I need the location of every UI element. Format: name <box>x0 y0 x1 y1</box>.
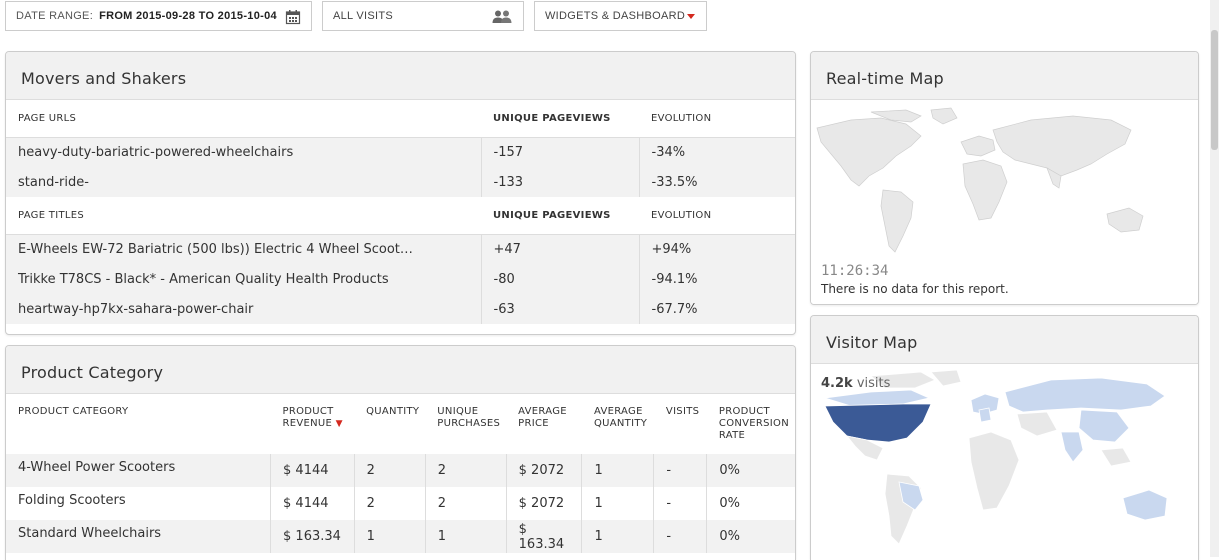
top-toolbar: DATE RANGE: FROM 2015-09-28 TO 2015-10-0… <box>0 0 1219 36</box>
cell-average-price: $ 2072 <box>505 487 582 520</box>
table-row[interactable]: heartway-hp7kx-sahara-power-chair -63 -6… <box>6 294 795 324</box>
table-row[interactable]: E-Wheels EW-72 Bariatric (500 lbs)) Elec… <box>6 234 795 264</box>
visitor-map-widget: Visitor Map 4.2k visits <box>810 315 1199 560</box>
column-unique-pageviews[interactable]: UNIQUE PAGEVIEWS <box>481 100 639 138</box>
movers-shakers-title: Movers and Shakers <box>6 52 795 100</box>
row-label: stand-ride- <box>6 167 481 197</box>
column-product-category[interactable]: PRODUCT CATEGORY <box>18 406 129 417</box>
row-label: heavy-duty-bariatric-powered-wheelchairs <box>6 137 481 167</box>
column-evolution[interactable]: EVOLUTION <box>639 197 795 235</box>
titles-header-row: PAGE TITLES UNIQUE PAGEVIEWS EVOLUTION <box>6 197 795 235</box>
row-evolution: -34% <box>638 137 795 167</box>
movers-table: PAGE URLS UNIQUE PAGEVIEWS EVOLUTION hea… <box>6 100 795 324</box>
table-row[interactable]: 4-Wheel Power Scooters $ 4144 2 2 $ 2072… <box>6 454 795 487</box>
realtime-map[interactable]: 11:26:34 There is no data for this repor… <box>811 100 1198 304</box>
row-value: -80 <box>480 264 639 294</box>
cell-unique-purchases: 2 <box>424 487 507 520</box>
cell-category: 4-Wheel Power Scooters <box>6 454 271 487</box>
realtime-clock: 11:26:34 <box>821 263 889 279</box>
movers-shakers-widget: Movers and Shakers PAGE URLS UNIQUE PAGE… <box>5 51 796 335</box>
row-label: Trikke T78CS - Black* - American Quality… <box>6 264 481 294</box>
table-row[interactable]: Standard Wheelchairs $ 163.34 1 1 $ 163.… <box>6 520 795 553</box>
date-range-selector[interactable]: DATE RANGE: FROM 2015-09-28 TO 2015-10-0… <box>5 1 312 31</box>
cell-average-price: $ 163.34 <box>505 520 582 553</box>
row-value: -133 <box>480 167 639 197</box>
cell-average-quantity: 1 <box>581 487 654 520</box>
column-page-titles[interactable]: PAGE TITLES <box>6 197 481 235</box>
dashboard-menu-label: WIDGETS & DASHBOARD <box>545 10 686 22</box>
urls-header-row: PAGE URLS UNIQUE PAGEVIEWS EVOLUTION <box>6 100 795 138</box>
visitor-map-title: Visitor Map <box>811 316 1198 364</box>
cell-average-quantity: 1 <box>581 454 654 487</box>
table-row[interactable]: Folding Scooters $ 4144 2 2 $ 2072 1 - 0… <box>6 487 795 520</box>
cell-conversion-rate: 0% <box>706 454 795 487</box>
cell-unique-purchases: 2 <box>424 454 507 487</box>
visits-label: visits <box>856 376 891 391</box>
column-product-revenue-label: PRODUCT REVENUE <box>282 406 334 429</box>
visitor-map[interactable]: 4.2k visits <box>811 364 1198 560</box>
cell-average-quantity: 1 <box>581 520 654 553</box>
column-quantity[interactable]: QUANTITY <box>366 406 420 417</box>
row-label: E-Wheels EW-72 Bariatric (500 lbs)) Elec… <box>6 234 481 264</box>
page-scrollbar[interactable] <box>1210 0 1219 557</box>
date-range-value: FROM 2015-09-28 TO 2015-10-04 <box>99 10 277 22</box>
cell-category: Standard Wheelchairs <box>6 520 271 553</box>
cell-conversion-rate: 0% <box>706 487 795 520</box>
cell-category: Folding Scooters <box>18 493 126 508</box>
table-row[interactable]: Trikke T78CS - Black* - American Quality… <box>6 264 795 294</box>
row-value: +47 <box>480 234 639 264</box>
cell-revenue: $ 163.34 <box>270 520 355 553</box>
realtime-map-title: Real-time Map <box>811 52 1198 100</box>
column-visits[interactable]: VISITS <box>665 406 700 417</box>
segment-label: ALL VISITS <box>333 10 394 22</box>
cell-revenue: $ 4144 <box>270 487 355 520</box>
product-table: PRODUCT CATEGORY PRODUCT REVENUE ▼ QUANT… <box>6 394 795 553</box>
column-product-revenue[interactable]: PRODUCT REVENUE ▼ <box>271 394 355 454</box>
table-row[interactable]: stand-ride- -133 -33.5% <box>6 167 795 197</box>
column-unique-pageviews[interactable]: UNIQUE PAGEVIEWS <box>481 197 639 235</box>
dashboard-menu[interactable]: WIDGETS & DASHBOARD <box>534 1 707 31</box>
row-evolution: -33.5% <box>638 167 795 197</box>
world-map-graphic <box>816 107 1144 253</box>
row-value: -63 <box>480 294 639 324</box>
world-choropleth-graphic <box>824 370 1168 545</box>
realtime-map-widget: Real-time Map 11:26:34 There is no data … <box>810 51 1199 305</box>
row-label: heartway-hp7kx-sahara-power-chair <box>6 294 481 324</box>
cell-quantity: 1 <box>353 520 426 553</box>
visits-count: 4.2k <box>821 376 853 391</box>
row-value: -157 <box>480 137 639 167</box>
column-unique-purchases[interactable]: UNIQUE PURCHASES <box>437 406 501 429</box>
sort-desc-icon: ▼ <box>335 419 343 429</box>
column-conversion-rate[interactable]: PRODUCT CONVERSION RATE <box>718 406 789 441</box>
cell-average-price: $ 2072 <box>505 454 582 487</box>
cell-visits: - <box>653 454 707 487</box>
product-header-row: PRODUCT CATEGORY PRODUCT REVENUE ▼ QUANT… <box>6 394 795 454</box>
column-average-quantity[interactable]: AVERAGE QUANTITY <box>593 406 648 429</box>
scrollbar-thumb[interactable] <box>1211 30 1218 150</box>
product-category-title: Product Category <box>6 346 795 394</box>
product-category-widget: Product Category PRODUCT CATEGORY PRODUC… <box>5 345 796 560</box>
cell-visits: - <box>653 520 707 553</box>
column-page-urls[interactable]: PAGE URLS <box>6 100 481 138</box>
segment-selector[interactable]: ALL VISITS <box>322 1 524 31</box>
cell-unique-purchases: 1 <box>424 520 507 553</box>
cell-visits: - <box>653 487 707 520</box>
cell-quantity: 2 <box>353 454 426 487</box>
table-row[interactable]: heavy-duty-bariatric-powered-wheelchairs… <box>6 137 795 167</box>
date-range-label: DATE RANGE: <box>16 10 94 22</box>
cell-quantity: 2 <box>353 487 426 520</box>
column-average-price[interactable]: AVERAGE PRICE <box>518 406 567 429</box>
realtime-no-data-message: There is no data for this report. <box>821 282 1009 296</box>
row-evolution: -67.7% <box>638 294 795 324</box>
column-evolution[interactable]: EVOLUTION <box>639 100 795 138</box>
cell-revenue: $ 4144 <box>270 454 355 487</box>
visits-summary: 4.2k visits <box>821 376 890 391</box>
row-evolution: +94% <box>638 234 795 264</box>
row-evolution: -94.1% <box>638 264 795 294</box>
cell-conversion-rate: 0% <box>706 520 795 553</box>
